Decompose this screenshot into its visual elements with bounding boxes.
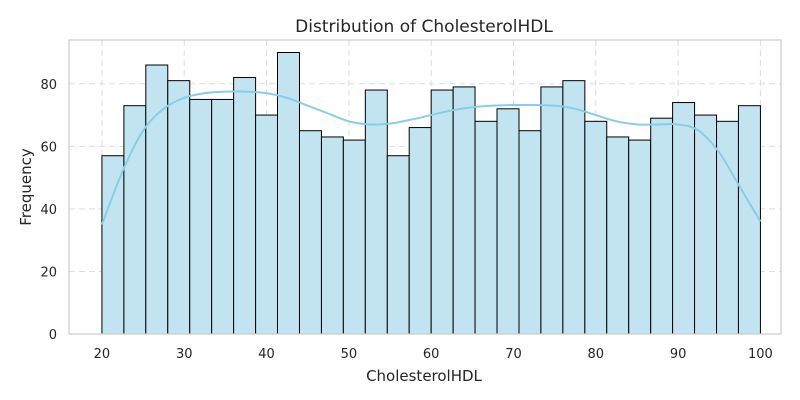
x-axis-label: CholesterolHDL <box>366 367 482 385</box>
y-tick-label: 20 <box>40 265 57 280</box>
histogram-bar <box>562 80 586 335</box>
histogram-bar <box>540 86 564 335</box>
histogram-bar <box>650 117 674 335</box>
y-axis-ticks: 0 20 40 60 80 <box>40 78 57 343</box>
x-tick-label: 60 <box>423 347 440 362</box>
y-tick-label: 0 <box>49 328 57 343</box>
x-tick-label: 30 <box>176 347 193 362</box>
x-tick-label: 70 <box>505 347 522 362</box>
chart-title: Distribution of CholesterolHDL <box>295 17 553 37</box>
histogram-bar <box>364 89 388 335</box>
x-tick-label: 100 <box>748 347 773 362</box>
histogram-bar <box>189 98 213 335</box>
histogram-bars <box>101 52 761 335</box>
histogram-bar <box>694 114 718 335</box>
histogram-bar <box>276 52 300 335</box>
histogram-bar <box>737 105 761 335</box>
histogram-bar <box>672 102 696 335</box>
histogram-bar <box>606 136 630 335</box>
histogram-bar <box>408 127 432 335</box>
histogram-bar <box>452 86 476 335</box>
histogram-bar <box>123 105 147 335</box>
histogram-bar <box>518 130 542 335</box>
plot-border <box>68 39 782 335</box>
y-tick-label: 60 <box>40 140 57 155</box>
x-tick-label: 40 <box>258 347 275 362</box>
histogram-bar <box>386 155 410 335</box>
histogram-bar <box>320 136 344 335</box>
x-tick-label: 90 <box>670 347 687 362</box>
x-tick-label: 80 <box>588 347 605 362</box>
histogram-bar <box>167 80 191 335</box>
x-tick-label: 20 <box>94 347 111 362</box>
histogram-bar <box>430 89 454 335</box>
histogram-bar <box>298 130 322 335</box>
x-axis-ticks: 20 30 40 50 60 70 80 90 100 <box>94 347 773 362</box>
x-tick-label: 50 <box>341 347 358 362</box>
kde-curve <box>100 90 762 225</box>
histogram-bar <box>211 98 235 335</box>
histogram-bar <box>233 77 257 335</box>
histogram-bar <box>145 64 169 335</box>
y-axis-label: Frequency <box>17 148 35 226</box>
histogram-bar <box>496 108 520 335</box>
histogram-bar <box>474 120 498 335</box>
y-tick-label: 80 <box>40 78 57 93</box>
histogram-bar <box>584 120 608 335</box>
y-tick-label: 40 <box>40 203 57 218</box>
histogram-bar <box>255 114 278 335</box>
histogram-bar <box>101 155 125 335</box>
histogram-bar <box>628 139 652 335</box>
histogram-bar <box>342 139 366 335</box>
